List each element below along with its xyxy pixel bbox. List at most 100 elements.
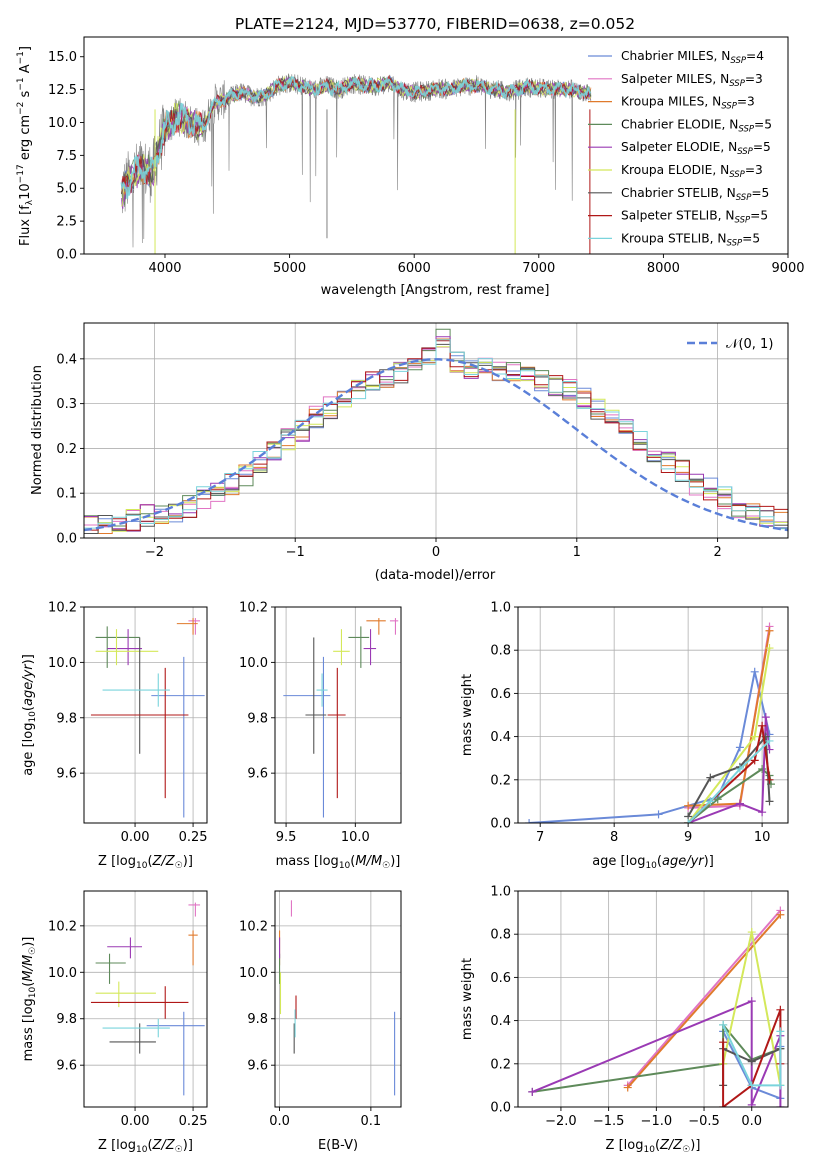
- y-tick-label: 10.0: [48, 656, 77, 671]
- label-sub: 10: [136, 861, 148, 871]
- mass-weight-point: [623, 1083, 632, 1092]
- mass-weight-point: [750, 667, 759, 676]
- mass-weight-point: [719, 1020, 728, 1029]
- mass-weight-point: [654, 810, 663, 819]
- legend-part: =5: [750, 209, 768, 223]
- massweight-vs-metallicity-panel: −2.0 −1.5 −1.0 −0.5 0.0 0.0 0.2 0.4 0.6 0.8 1.0 Z […: [460, 885, 789, 1155]
- mass-weight-series-line: [626, 914, 782, 1089]
- mass-weight-point: [747, 1081, 756, 1090]
- legend-part: =4: [746, 49, 764, 63]
- label-part: −2: [16, 102, 26, 115]
- legend-part: =5: [742, 231, 760, 245]
- legend-part: Salpeter ELODIE, N: [621, 140, 737, 154]
- mass-weight-point: [719, 1038, 728, 1047]
- x-tick-label: 0.0: [269, 1114, 290, 1129]
- label-part: age/yr: [662, 854, 705, 869]
- legend-sub: SSP: [727, 238, 743, 248]
- label-part: Z [log: [98, 854, 136, 869]
- x-tick-label: 8: [610, 830, 618, 845]
- x-tick-label: −1.0: [641, 1114, 673, 1129]
- mass-weight-point: [747, 1100, 756, 1107]
- x-axis-label: wavelength [Angstrom, rest frame]: [321, 283, 550, 298]
- x-tick-label: 9.5: [276, 830, 297, 845]
- mass-weight-point: [758, 808, 767, 817]
- label-part: M/M: [355, 854, 382, 869]
- label-sub: ☉: [28, 947, 38, 955]
- legend-part: =3: [745, 163, 763, 177]
- y-tick-label: 0.8: [490, 928, 511, 943]
- mass-weight-point: [765, 775, 774, 784]
- label-sub: ☉: [682, 1145, 690, 1155]
- y-tick-label: 1.0: [490, 601, 511, 616]
- label-part: erg cm: [18, 115, 33, 164]
- x-axis-label: E(B-V): [318, 1138, 358, 1153]
- legend-sub: SSP: [730, 56, 746, 66]
- mass-weight-series-line: [722, 1024, 782, 1087]
- x-axis-label: (data-model)/error: [375, 568, 496, 583]
- y-tick-label: 0.6: [490, 971, 511, 986]
- observed-spectrum-line: [121, 73, 592, 248]
- x-tick-label: 7000: [522, 261, 555, 276]
- legend-entry: 𝒩(0, 1): [726, 337, 773, 352]
- label-part: 10: [18, 183, 33, 200]
- y-axis-label: mass weight: [460, 674, 475, 756]
- mass-weight-point: [776, 1005, 785, 1014]
- legend-part: Kroupa ELODIE, N: [621, 163, 729, 177]
- y-tick-label: 0.0: [490, 817, 511, 832]
- mass-weight-point: [776, 1081, 785, 1090]
- legend-entry: Chabrier STELIB, NSSP=5: [621, 186, 769, 203]
- axes-frame: [274, 606, 402, 824]
- label-part: −1: [16, 51, 26, 64]
- label-part: (: [147, 1138, 152, 1153]
- y-tick-label: 10.2: [48, 601, 77, 616]
- legend-entry: Salpeter ELODIE, NSSP=5: [621, 140, 771, 157]
- mass-weight-point: [747, 997, 756, 1006]
- label-part: age [log: [592, 854, 645, 869]
- x-tick-label: 6000: [398, 261, 431, 276]
- label-part: )]: [704, 854, 714, 869]
- axes-frame: [83, 606, 208, 824]
- label-part: ]: [18, 46, 33, 51]
- x-tick-label: 0.25: [179, 830, 208, 845]
- y-tick-label: 0.0: [56, 248, 77, 263]
- x-tick-label: −2: [145, 545, 164, 560]
- y-tick-label: 9.6: [247, 767, 268, 782]
- x-tick-label: 5000: [273, 261, 306, 276]
- label-sub: 10: [339, 861, 351, 871]
- label-part: )]: [21, 937, 36, 947]
- axes-frame: [517, 890, 789, 1108]
- x-tick-label: 10: [754, 830, 771, 845]
- legend-part: Chabrier STELIB, N: [621, 186, 736, 200]
- y-tick-label: 0.6: [490, 687, 511, 702]
- y-axis-label: mass weight: [460, 958, 475, 1040]
- legend-entry: Chabrier MILES, NSSP=4: [621, 49, 764, 66]
- y-tick-label: 10.0: [239, 656, 268, 671]
- x-tick-label: 0.25: [179, 1114, 208, 1129]
- label-part: )]: [183, 854, 193, 869]
- legend-entry: Kroupa MILES, NSSP=3: [621, 95, 755, 112]
- label-part: (: [21, 706, 36, 711]
- label-part: )]: [183, 1138, 193, 1153]
- y-tick-label: 10.0: [48, 966, 77, 981]
- mass-weight-point: [776, 1103, 785, 1107]
- label-part: Z/Z: [152, 854, 176, 869]
- mass-weight-point: [735, 765, 744, 773]
- mass-weight-point: [761, 713, 770, 722]
- legend-entry: Salpeter STELIB, NSSP=5: [621, 209, 768, 226]
- plot-area: [279, 900, 396, 1096]
- y-tick-label: 15.0: [48, 50, 77, 65]
- plot-area: [528, 906, 785, 1107]
- plot-area: [283, 618, 399, 818]
- plot-area: [120, 73, 592, 254]
- x-tick-label: 0.00: [121, 1114, 150, 1129]
- legend-entry: Chabrier ELODIE, NSSP=5: [621, 117, 772, 134]
- y-axis-label: Normed distribution: [30, 365, 45, 495]
- mass-weight-point: [750, 732, 759, 741]
- label-sub: 10: [643, 1145, 655, 1155]
- label-part: Z/Z: [152, 1138, 176, 1153]
- label-part: A: [18, 64, 33, 77]
- x-axis-label: age [log10(age/yr)]: [592, 854, 714, 871]
- mass-weight-point: [747, 1057, 756, 1066]
- axes-frame: [274, 890, 402, 1108]
